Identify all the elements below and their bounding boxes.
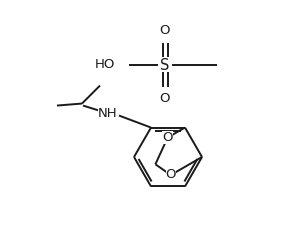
Text: O: O	[160, 24, 170, 38]
Text: O: O	[166, 168, 176, 182]
Text: O: O	[160, 92, 170, 105]
Text: HO: HO	[95, 59, 115, 71]
Text: O: O	[162, 131, 173, 144]
Text: S: S	[160, 58, 170, 73]
Text: NH: NH	[98, 107, 118, 120]
